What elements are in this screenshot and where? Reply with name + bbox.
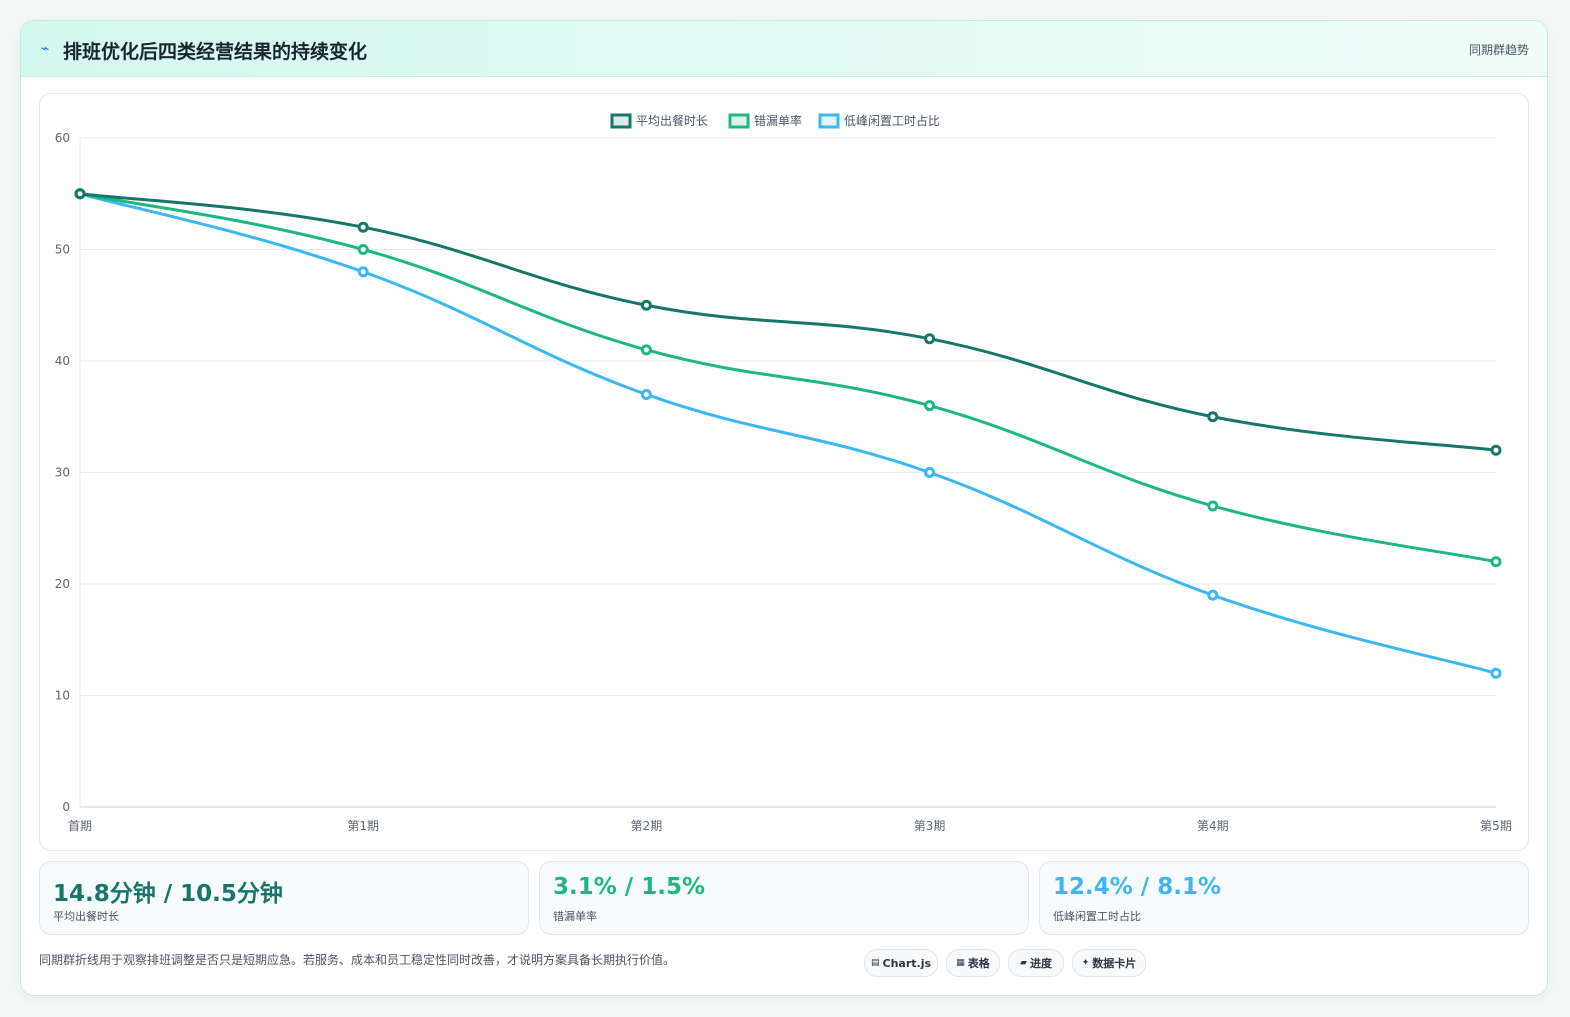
data-point [640,299,652,311]
chip-label: 表格 [967,957,990,970]
x-tick-label: 第3期 [914,819,946,833]
data-point [924,400,936,412]
legend-swatch [610,113,632,129]
chart-icon: ▤ [870,958,880,968]
chip-progress[interactable]: ▰ 进度 [1008,949,1064,977]
kpi-value: 14.8分钟 / 10.5分钟 [53,881,283,907]
data-point [74,188,86,200]
data-point [924,467,936,478]
kpi-card-error-rate: 3.1% / 1.5% 错漏单率 [539,861,1029,935]
chip-chartjs[interactable]: ▤ Chart.js [864,949,938,977]
chip-label: 数据卡片 [1092,957,1137,970]
data-point [924,333,936,345]
y-tick-label: 0 [62,800,70,814]
kpi-card-prep-time: 14.8分钟 / 10.5分钟 平均出餐时长 [39,861,529,935]
dashboard-card: ⌁ 排班优化后四类经营结果的持续变化 同期群趋势 0 10 20 30 40 50 60 首期… [20,20,1548,996]
kpi-value: 12.4% / 8.1% [1053,874,1221,900]
data-point [1490,667,1502,679]
trend-tag: 同期群趋势 [1468,43,1529,57]
series-line [79,192,1497,675]
kpi-label: 平均出餐时长 [53,910,119,923]
card-header: ⌁ 排班优化后四类经营结果的持续变化 同期群趋势 [21,21,1547,77]
x-tick-label: 第4期 [1197,819,1229,833]
x-tick-label: 第1期 [347,819,379,833]
data-point [1207,411,1219,423]
data-point [357,221,369,233]
x-tick-label: 第2期 [631,819,663,833]
kpi-value: 3.1% / 1.5% [553,874,705,900]
data-point [1207,589,1219,601]
line-chart: 0 10 20 30 40 50 60 首期 第1期 第2期 第3期 第4期 第5期 平均出餐时长 错漏单率… [55,113,1512,833]
legend-swatch [818,113,840,129]
series-line [79,192,1497,452]
data-point [640,344,652,356]
data-point [1490,444,1502,456]
lightning-icon: ⌁ [41,41,50,57]
legend-label: 平均出餐时长 [636,113,708,128]
y-tick-label: 20 [55,577,70,591]
data-point [357,244,369,255]
x-tick-label: 首期 [68,819,92,833]
y-tick-label: 10 [55,689,70,703]
legend-label: 低峰闲置工时占比 [844,113,940,128]
chart-container: 0 10 20 30 40 50 60 首期 第1期 第2期 第3期 第4期 第5期 平均出餐时长 错漏单率… [39,93,1529,851]
chip-label: 进度 [1029,957,1052,970]
data-point [1490,556,1502,568]
series-line [79,192,1497,564]
data-point [1207,500,1219,512]
chip-data-card[interactable]: ✦ 数据卡片 [1072,949,1146,977]
chart-title: 排班优化后四类经营结果的持续变化 [63,41,368,63]
y-tick-label: 40 [55,354,70,368]
kpi-card-idle-hours: 12.4% / 8.1% 低峰闲置工时占比 [1039,861,1529,935]
progress-icon: ▰ [1020,958,1027,968]
y-tick-label: 50 [55,243,70,257]
data-point [640,388,652,400]
kpi-label: 低峰闲置工时占比 [1053,910,1141,923]
y-tick-label: 30 [55,466,70,480]
chip-table[interactable]: ▦ 表格 [946,949,1000,977]
legend-swatch [728,113,750,129]
table-icon: ▦ [956,958,965,968]
x-tick-label: 第5期 [1480,819,1512,833]
y-tick-label: 60 [55,131,70,145]
data-point [357,266,369,278]
footer-note: 同期群折线用于观察排班调整是否只是短期应急。若服务、成本和员工稳定性同时改善，才… [39,953,676,967]
sparkle-icon: ✦ [1081,958,1090,968]
legend-label: 错漏单率 [754,113,802,128]
chip-label: Chart.js [882,956,932,970]
kpi-label: 错漏单率 [553,910,597,923]
